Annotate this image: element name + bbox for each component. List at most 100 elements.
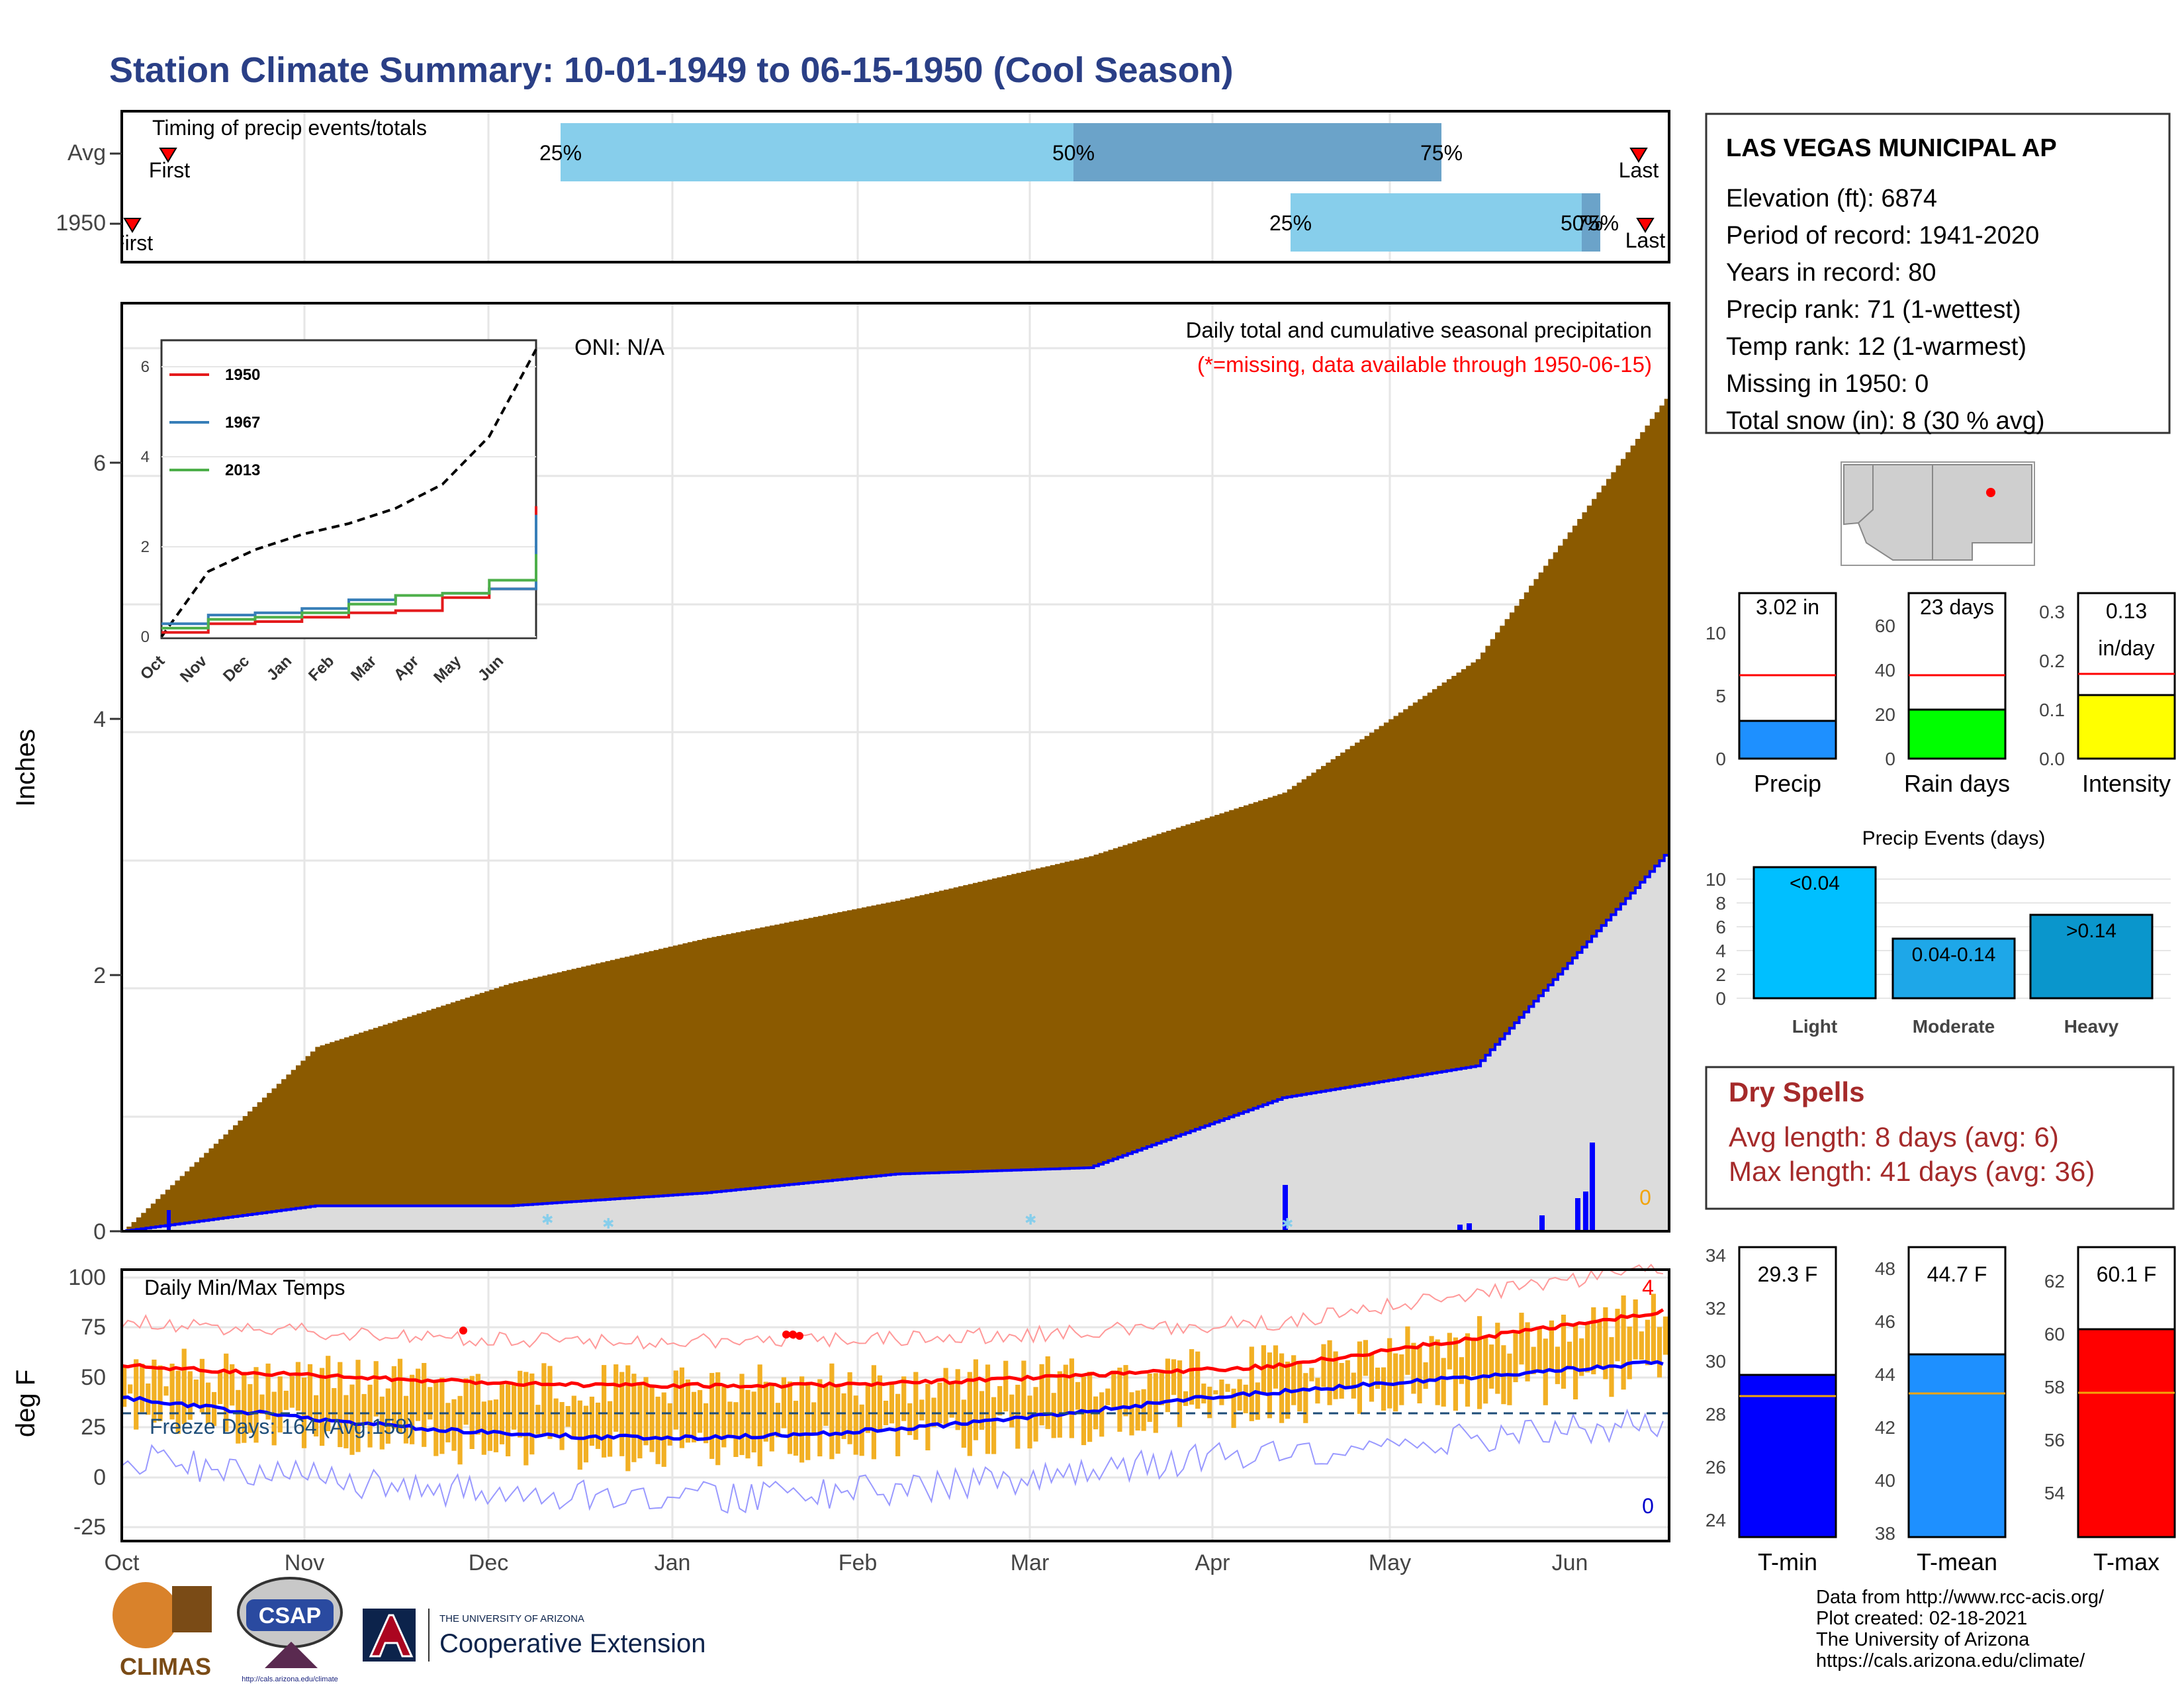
tmax-tick-62: 62 — [2044, 1271, 2065, 1291]
temp-range-bar — [997, 1385, 1003, 1416]
temp-range-bar — [535, 1405, 541, 1434]
svg-text:✱: ✱ — [602, 1215, 614, 1232]
temp-range-bar — [163, 1386, 169, 1396]
temp-range-bar — [907, 1403, 913, 1435]
temp-ytick-neg25: -25 — [73, 1515, 106, 1540]
temp-range-bar — [1489, 1344, 1494, 1389]
temp-range-bar — [224, 1353, 229, 1432]
footer-line-2: The University of Arizona — [1816, 1629, 2030, 1650]
temp-range-bar — [799, 1376, 805, 1463]
temp-range-bar — [985, 1364, 991, 1454]
first-label-1950: First — [112, 231, 153, 255]
ytick-2: 2 — [93, 963, 106, 988]
temp-range-bar — [608, 1401, 613, 1457]
temp-range-bar — [1117, 1368, 1122, 1432]
temp-ytick-50: 50 — [81, 1365, 106, 1390]
temp-range-bar — [1591, 1307, 1596, 1375]
temp-range-bar — [614, 1364, 619, 1432]
temp-range-bar — [152, 1359, 157, 1423]
temp-range-bar — [541, 1363, 547, 1434]
temp-range-bar — [422, 1363, 427, 1447]
info-precip-rank: Precip rank: 71 (1-wettest) — [1726, 296, 2021, 324]
temp-range-bar — [1465, 1333, 1471, 1407]
timing-1950-bar-light — [1291, 193, 1582, 252]
svg-text:✱: ✱ — [541, 1211, 553, 1228]
temp-panel: Daily Min/Max Temps Freeze Days: 164 (Av… — [11, 1264, 1670, 1575]
temp-range-bar — [745, 1389, 751, 1459]
temp-range-bar — [140, 1364, 145, 1413]
tmean-name: T-mean — [1917, 1548, 1997, 1575]
temp-range-bar — [445, 1403, 451, 1442]
temp-range-bar — [326, 1356, 331, 1431]
svg-text:✱: ✱ — [1024, 1211, 1036, 1228]
temp-range-bar — [1429, 1336, 1434, 1380]
inset-ytick-2: 2 — [141, 538, 150, 556]
station-location-dot — [1986, 488, 1995, 497]
temp-range-bar — [1291, 1355, 1297, 1405]
month-label-jun: Jun — [1552, 1550, 1588, 1575]
svg-text:http://cals.arizona.edu/climat: http://cals.arizona.edu/climate — [242, 1675, 338, 1683]
svg-text:THE UNIVERSITY OF ARIZONA: THE UNIVERSITY OF ARIZONA — [439, 1613, 584, 1624]
svg-text:CLIMAS: CLIMAS — [120, 1653, 211, 1680]
temp-range-bar — [187, 1371, 193, 1420]
climas-logo: CLIMAS — [113, 1582, 212, 1680]
temp-range-bar — [685, 1379, 690, 1443]
tmin-tick-28: 28 — [1706, 1404, 1726, 1425]
temp-range-bar — [715, 1372, 721, 1466]
temp-range-bar — [583, 1405, 588, 1463]
temp-range-bar — [1219, 1380, 1224, 1405]
temp-range-bar — [1483, 1337, 1488, 1404]
temp-range-bar — [169, 1364, 175, 1420]
temp-range-bar — [1417, 1345, 1422, 1403]
temp-range-bar — [775, 1403, 780, 1438]
temp-range-bar — [506, 1384, 511, 1456]
dry-spells-title: Dry Spells — [1729, 1076, 1864, 1107]
temp-range-bar — [589, 1396, 594, 1446]
temp-range-bar — [943, 1368, 948, 1426]
temp-range-bar — [199, 1358, 205, 1413]
temp-ylabel: deg F — [11, 1370, 40, 1437]
intensity-tick-2: 0.2 — [2039, 651, 2065, 671]
intensity-tick-3: 0.3 — [2039, 602, 2065, 622]
precip-tick-10: 10 — [1706, 623, 1726, 643]
temp-range-bar — [889, 1382, 895, 1424]
temp-range-bar — [1339, 1363, 1344, 1399]
precip-events-chart: Precip Events (days) <0.04 0.04-0.14 >0.14… — [1706, 827, 2171, 1037]
temp-range-bar — [271, 1391, 277, 1446]
tmax-name: T-max — [2093, 1548, 2160, 1575]
inset-legend-2013: 2013 — [225, 461, 260, 479]
avg-q25: 25% — [539, 141, 582, 165]
temp-range-bar — [122, 1366, 127, 1407]
temp-range-bar — [709, 1373, 715, 1459]
temp-range-bar — [1087, 1372, 1093, 1442]
temp-range-bar — [416, 1368, 421, 1421]
temp-range-bar — [823, 1385, 829, 1426]
temp-range-bar — [193, 1380, 199, 1407]
last-marker-1950 — [1636, 218, 1655, 233]
temp-range-bar — [667, 1403, 672, 1446]
temp-range-bar — [571, 1395, 576, 1438]
station-name: LAS VEGAS MUNICIPAL AP — [1726, 134, 2057, 162]
temp-range-bar — [853, 1395, 858, 1455]
temp-range-bar — [1519, 1313, 1524, 1365]
events-bar-moderate — [1891, 937, 2016, 1000]
temp-range-bar — [1021, 1360, 1026, 1417]
temp-range-bar — [265, 1363, 271, 1420]
temp-range-bar — [817, 1379, 823, 1457]
temp-range-bar — [1225, 1383, 1230, 1392]
timing-panel: Timing of precip events/totals Avg 1950 … — [56, 110, 1670, 263]
temp-range-bar — [1003, 1360, 1009, 1412]
tmax-tick-54: 54 — [2044, 1483, 2065, 1503]
temp-range-bar — [865, 1384, 870, 1433]
footer-text: Data from http://www.rcc-acis.org/ Plot … — [1816, 1587, 2105, 1671]
tmin-tick-26: 26 — [1706, 1457, 1726, 1477]
inset-month-dec: Dec — [220, 652, 253, 685]
temp-range-bar — [1111, 1370, 1116, 1409]
temp-range-bar — [1279, 1353, 1285, 1423]
temp-range-bar — [158, 1365, 163, 1421]
tmin-tick-34: 34 — [1706, 1245, 1726, 1266]
raindays-tick-20: 20 — [1875, 704, 1895, 725]
temp-range-bar — [1471, 1339, 1477, 1376]
avg-q75: 75% — [1420, 141, 1463, 165]
raindays-value: 23 days — [1920, 595, 1994, 619]
